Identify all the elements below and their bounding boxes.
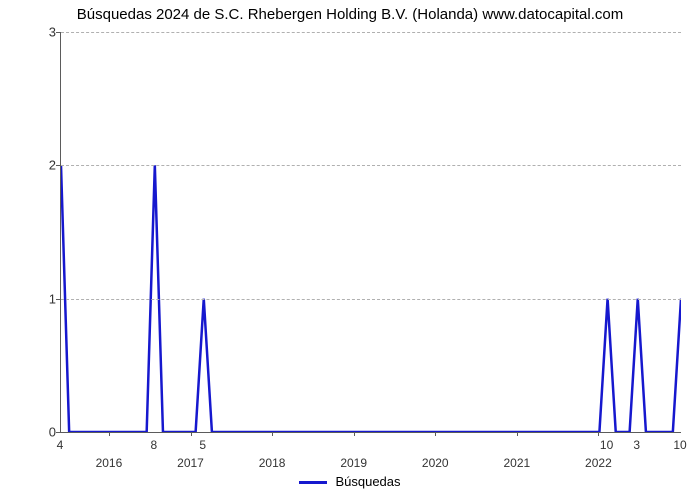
legend-label: Búsquedas (335, 474, 400, 489)
value-label: 8 (150, 438, 157, 452)
line-series (61, 32, 681, 432)
value-label: 4 (57, 438, 64, 452)
value-label: 5 (199, 438, 206, 452)
value-label: 10 (600, 438, 613, 452)
gridline (61, 165, 681, 166)
y-tick-label: 2 (36, 158, 56, 173)
value-label: 10 (673, 438, 686, 452)
chart-title: Búsquedas 2024 de S.C. Rhebergen Holding… (0, 6, 700, 23)
legend-swatch (299, 481, 327, 484)
x-tick-label: 2022 (585, 456, 612, 470)
x-tick-label: 2017 (177, 456, 204, 470)
legend: Búsquedas (0, 474, 700, 489)
y-tick-label: 1 (36, 291, 56, 306)
x-tick-label: 2019 (340, 456, 367, 470)
value-label: 3 (633, 438, 640, 452)
gridline (61, 299, 681, 300)
plot-area (60, 32, 681, 433)
x-tick-label: 2021 (503, 456, 530, 470)
y-tick-label: 3 (36, 25, 56, 40)
chart-container: Búsquedas 2024 de S.C. Rhebergen Holding… (0, 0, 700, 500)
x-tick-label: 2016 (96, 456, 123, 470)
gridline (61, 32, 681, 33)
x-tick-label: 2018 (259, 456, 286, 470)
x-tick-label: 2020 (422, 456, 449, 470)
y-tick-label: 0 (36, 425, 56, 440)
